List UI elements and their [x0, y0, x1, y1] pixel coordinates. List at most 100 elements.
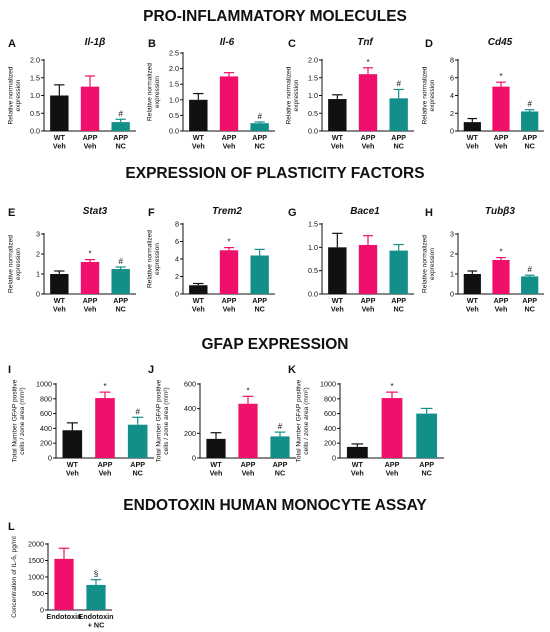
y-tick-label: 0.0: [308, 127, 318, 136]
bar: [95, 398, 115, 458]
category-label: Veh: [53, 142, 66, 151]
category-label: Veh: [466, 305, 479, 314]
category-label: Veh: [386, 469, 399, 478]
y-tick-label: 600: [40, 409, 52, 418]
category-label: APP: [113, 296, 128, 305]
y-axis-label: expression: [293, 79, 300, 111]
bar: [219, 76, 239, 131]
chart-title: Trem2: [212, 206, 242, 217]
category-label: WT: [352, 460, 364, 469]
category-label: Veh: [331, 305, 344, 314]
category-label: Veh: [99, 469, 112, 478]
y-axis-label: Relative normalized: [422, 235, 429, 293]
y-tick-label: 2.0: [30, 56, 40, 65]
y-tick-label: 2: [450, 109, 454, 118]
y-tick-label: 1.0: [169, 95, 179, 104]
bar: [111, 269, 130, 294]
bar: [238, 403, 258, 458]
chart-title: Cd45: [488, 37, 513, 48]
category-label: NC: [115, 142, 125, 151]
y-tick-label: 2000: [28, 540, 44, 549]
y-axis-label: Relative normalized: [147, 63, 154, 121]
category-label: APP: [391, 133, 406, 142]
y-tick-label: 2.0: [308, 56, 318, 65]
y-tick-label: 1.0: [308, 243, 318, 252]
category-label: APP: [385, 460, 400, 469]
category-label: APP: [252, 296, 267, 305]
bar: [521, 111, 539, 131]
category-label: WT: [67, 460, 79, 469]
panel-letter: H: [425, 207, 433, 219]
category-label: WT: [332, 133, 344, 142]
y-axis-label: Relative normalized: [147, 230, 154, 288]
bar: [62, 430, 83, 458]
bar: [111, 122, 130, 131]
section-title-gfap: GFAP EXPRESSION: [201, 336, 348, 353]
y-tick-label: 0: [450, 127, 454, 136]
chart-title: Tnf: [357, 37, 374, 48]
panel-letter: G: [288, 207, 297, 219]
y-tick-label: 500: [32, 589, 44, 598]
y-tick-label: 3: [450, 230, 454, 239]
chart-panel-l: L Concentration of IL-6, pg/ml 0 500 1000 150…: [8, 521, 114, 630]
category-label: APP: [361, 296, 376, 305]
bar: [492, 260, 510, 294]
y-tick-label: 200: [324, 439, 336, 448]
category-label: APP: [83, 133, 98, 142]
category-label: Veh: [223, 305, 236, 314]
bar: [50, 274, 69, 294]
bar: [389, 250, 408, 294]
bar: [389, 98, 408, 131]
bar: [250, 255, 269, 294]
y-axis-label: Total Number GFAP positive: [12, 379, 19, 462]
bar: [250, 123, 269, 131]
category-label: Veh: [242, 469, 255, 478]
category-label: APP: [522, 133, 537, 142]
significance-marker: #: [257, 112, 262, 121]
category-label: Veh: [362, 305, 375, 314]
category-label: NC: [254, 142, 264, 151]
category-label: Veh: [84, 142, 97, 151]
category-label: Veh: [192, 305, 205, 314]
significance-marker: *: [88, 250, 91, 259]
chart-panel-d: D Cd45 Relative normalized expression 0 2 4 6 8 W…: [422, 37, 544, 151]
category-label: APP: [494, 296, 509, 305]
category-label: APP: [113, 133, 128, 142]
panel-letter: C: [288, 38, 296, 50]
category-label: NC: [393, 305, 403, 314]
bar: [381, 398, 403, 458]
panel-letter: B: [148, 38, 156, 50]
y-tick-label: 0: [48, 454, 52, 463]
category-label: Veh: [192, 142, 205, 151]
chart-panel-b: B Il-6 Relative normalized expression 0.0 0.5…: [147, 37, 275, 151]
category-label: Veh: [84, 305, 97, 314]
y-tick-label: 2.0: [169, 64, 179, 73]
category-label: APP: [273, 460, 288, 469]
bar: [416, 413, 438, 458]
category-label: WT: [467, 296, 479, 305]
category-label: APP: [522, 296, 537, 305]
category-label: APP: [419, 460, 434, 469]
y-axis-label: expression: [154, 76, 161, 108]
y-tick-label: 1.5: [169, 80, 179, 89]
y-tick-label: 600: [324, 409, 336, 418]
category-label: WT: [332, 296, 344, 305]
y-tick-label: 1: [450, 270, 454, 279]
category-label: Veh: [351, 469, 364, 478]
significance-marker: #: [118, 257, 123, 266]
category-label: NC: [524, 305, 534, 314]
category-label: APP: [494, 133, 509, 142]
panel-letter: K: [288, 364, 296, 376]
bar: [346, 446, 368, 458]
y-tick-label: 4: [175, 255, 179, 264]
y-tick-label: 4: [450, 91, 454, 100]
category-label: NC: [275, 469, 285, 478]
y-tick-label: 400: [40, 424, 52, 433]
y-tick-label: 2.5: [169, 49, 179, 58]
category-label: NC: [115, 305, 125, 314]
significance-marker: §: [94, 570, 98, 579]
y-tick-label: 1500: [28, 556, 44, 565]
y-tick-label: 0.5: [30, 109, 40, 118]
y-tick-label: 400: [324, 424, 336, 433]
